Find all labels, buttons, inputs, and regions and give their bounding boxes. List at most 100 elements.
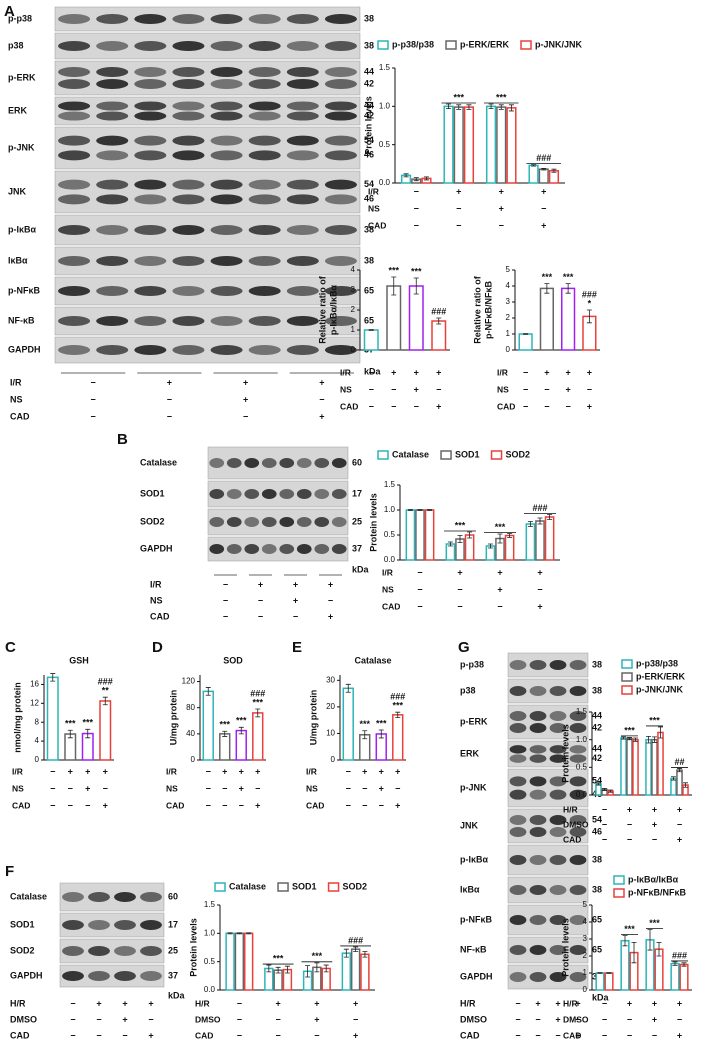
condition-sign: − bbox=[602, 1014, 607, 1024]
condition-sign: + bbox=[677, 998, 682, 1008]
band bbox=[529, 754, 547, 763]
band bbox=[324, 256, 357, 266]
kda-label: 25 bbox=[168, 945, 178, 955]
y-tick-label: 1 bbox=[506, 329, 511, 338]
legend-label: p-IκBα/IκBα bbox=[628, 874, 679, 884]
condition-sign: − bbox=[206, 766, 211, 776]
y-tick-label: 0.5 bbox=[379, 140, 391, 149]
condition-sign: − bbox=[414, 220, 419, 230]
band bbox=[134, 194, 167, 205]
error-bar bbox=[102, 696, 108, 706]
condition-sign: + bbox=[239, 766, 244, 776]
y-tick-label: 0.0 bbox=[379, 178, 391, 187]
condition-sign: + bbox=[353, 1030, 358, 1040]
condition-sign: + bbox=[535, 998, 540, 1008]
condition-sign: − bbox=[70, 1030, 75, 1040]
band bbox=[134, 345, 167, 355]
band bbox=[549, 789, 567, 800]
band bbox=[324, 111, 357, 121]
condition-sign: − bbox=[391, 384, 396, 394]
condition-name: I/R bbox=[368, 186, 379, 196]
bar bbox=[360, 953, 370, 991]
error-bar bbox=[227, 932, 233, 935]
band bbox=[509, 660, 527, 670]
y-tick-label: 1.0 bbox=[576, 735, 588, 744]
condition-sign: − bbox=[206, 800, 211, 810]
band bbox=[96, 41, 129, 51]
band bbox=[569, 885, 587, 895]
legend-swatch bbox=[621, 659, 633, 669]
band bbox=[286, 135, 319, 146]
band bbox=[569, 660, 587, 670]
band bbox=[88, 946, 110, 956]
condition-name: DMSO bbox=[10, 1014, 37, 1024]
kda-label: 37 bbox=[352, 543, 362, 553]
condition-sign: − bbox=[395, 783, 400, 793]
band bbox=[140, 892, 162, 902]
kda-label: 65 bbox=[364, 285, 374, 295]
band bbox=[96, 316, 129, 326]
blot-label: p-NFκB bbox=[460, 914, 493, 924]
error-bar bbox=[362, 951, 368, 958]
band bbox=[509, 945, 527, 955]
significance: ### bbox=[390, 692, 405, 702]
condition-sign: + bbox=[122, 1014, 127, 1024]
kda-label: 38 bbox=[364, 13, 374, 23]
band bbox=[58, 150, 91, 161]
kda-label: 46 bbox=[364, 194, 374, 204]
error-bar bbox=[447, 541, 453, 547]
band bbox=[209, 458, 225, 468]
y-tick-label: 1.0 bbox=[204, 928, 216, 937]
significance: *** bbox=[376, 718, 387, 728]
condition-name: DMSO bbox=[195, 1014, 221, 1024]
band bbox=[209, 544, 225, 554]
bar bbox=[604, 972, 614, 991]
error-bar bbox=[537, 517, 543, 525]
band bbox=[248, 135, 281, 146]
kda-label: 54 bbox=[592, 776, 602, 786]
condition-sign: + bbox=[652, 819, 657, 829]
kda-label: 65 bbox=[592, 944, 602, 954]
band bbox=[331, 517, 347, 527]
band bbox=[286, 256, 319, 266]
y-axis-label: Protein levels bbox=[368, 493, 378, 552]
condition-sign: − bbox=[314, 1030, 319, 1040]
blot-label: p-p38 bbox=[460, 659, 484, 669]
error-bar bbox=[602, 787, 607, 791]
kda-label: 42 bbox=[364, 110, 374, 120]
condition-sign: − bbox=[537, 584, 542, 594]
blot-strip bbox=[59, 964, 165, 988]
band bbox=[172, 135, 205, 146]
legend-swatch bbox=[621, 672, 633, 682]
condition-sign: − bbox=[602, 1030, 607, 1040]
band bbox=[172, 101, 205, 111]
band bbox=[226, 489, 242, 499]
blot-label: p-p38 bbox=[8, 13, 32, 23]
band bbox=[331, 544, 347, 554]
band bbox=[210, 135, 243, 146]
y-axis-label: U/mg protein bbox=[308, 690, 318, 746]
condition-name: NS bbox=[306, 783, 318, 793]
condition-sign: + bbox=[677, 834, 682, 844]
significance: *** bbox=[273, 953, 284, 963]
band bbox=[58, 14, 91, 24]
error-bar bbox=[446, 103, 452, 110]
error-bar bbox=[427, 509, 433, 511]
kda-label: 42 bbox=[592, 753, 602, 763]
kda-label: 54 bbox=[364, 179, 374, 189]
error-bar bbox=[541, 168, 547, 171]
error-bar bbox=[314, 962, 320, 973]
y-tick-label: 2 bbox=[583, 951, 588, 960]
band bbox=[96, 111, 129, 121]
significance: ** bbox=[102, 686, 110, 696]
condition-sign: − bbox=[243, 411, 248, 421]
significance: ### bbox=[536, 153, 551, 163]
band bbox=[286, 316, 319, 326]
condition-sign: − bbox=[239, 800, 244, 810]
band bbox=[549, 723, 567, 733]
band bbox=[210, 101, 243, 111]
panel-label: B bbox=[117, 431, 128, 448]
band bbox=[134, 67, 167, 77]
condition-sign: + bbox=[362, 766, 367, 776]
band bbox=[248, 111, 281, 121]
